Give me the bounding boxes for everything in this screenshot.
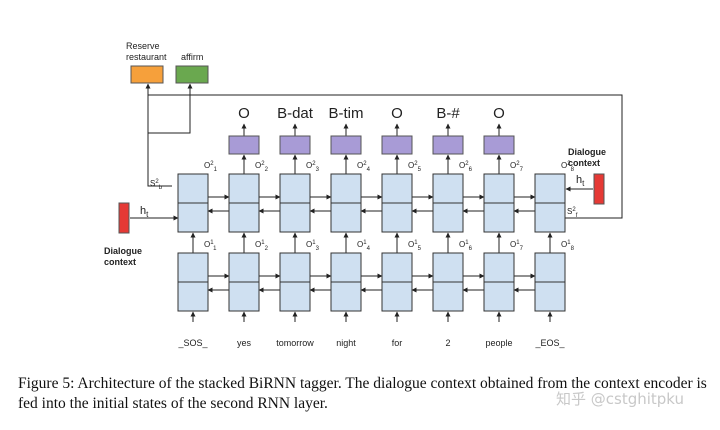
forward-state-loop	[148, 94, 623, 219]
figure-caption: Figure 5: Architecture of the stacked Bi…	[18, 375, 707, 412]
o1-label: O13	[306, 240, 320, 252]
act-output-box	[175, 65, 209, 84]
input-word: 2	[445, 338, 450, 348]
tag-output-box	[330, 135, 362, 155]
o2-label: O25	[408, 161, 422, 173]
input-word: yes	[237, 338, 252, 348]
input-word: for	[392, 338, 403, 348]
diagram-labels: O B-dat B-tim O B-# O _SOS_ yes tomorrow night for…	[104, 41, 606, 348]
state-label-forward: S2f	[567, 207, 578, 219]
input-word: _SOS_	[177, 338, 208, 348]
act-label: affirm	[181, 52, 203, 62]
tag-label: B-#	[436, 105, 460, 122]
intent-label: restaurant	[126, 52, 167, 62]
tag-label: B-tim	[329, 105, 364, 122]
o2-label: O21	[204, 161, 218, 173]
o2-label: O22	[255, 161, 269, 173]
birnn-tagger-diagram: O B-dat B-tim O B-# O _SOS_ yes tomorrow night for…	[104, 41, 623, 348]
dialogue-context-label: Dialogue	[568, 147, 606, 157]
ht-label-left: ht	[140, 205, 149, 219]
dialogue-context-box-left	[118, 202, 130, 234]
o1-label: O15	[408, 240, 422, 252]
o2-label: O27	[510, 161, 524, 173]
input-word: people	[485, 338, 512, 348]
o1-label: O11	[204, 240, 217, 252]
connection-lines	[130, 83, 623, 322]
tag-label: B-dat	[277, 105, 314, 122]
tag-output-box	[228, 135, 260, 155]
dialogue-context-label: context	[104, 257, 136, 267]
intent-label: Reserve	[126, 41, 160, 51]
o1-label: O18	[561, 240, 575, 252]
input-word: tomorrow	[276, 338, 314, 348]
rnn-cells	[118, 65, 605, 312]
o2-label: O24	[357, 161, 371, 173]
o1-label: O12	[255, 240, 269, 252]
o2-label: O26	[459, 161, 473, 173]
state-to-act-line	[147, 83, 193, 187]
watermark-text: 知乎 @cstghitpku	[556, 390, 685, 408]
dialogue-context-label: Dialogue	[104, 246, 142, 256]
input-word: night	[336, 338, 356, 348]
tag-output-box	[432, 135, 464, 155]
o1-label: O16	[459, 240, 473, 252]
dialogue-context-label: context	[568, 158, 600, 168]
state-label-backward: S2b	[150, 179, 163, 191]
tag-label: O	[391, 105, 403, 122]
input-word: _EOS_	[534, 338, 565, 348]
o2-label: O23	[306, 161, 320, 173]
tag-output-box	[279, 135, 311, 155]
intent-output-box	[130, 65, 164, 84]
o1-label: O17	[510, 240, 524, 252]
tag-output-box	[483, 135, 515, 155]
ht-label-right: ht	[576, 174, 585, 188]
tag-output-box	[381, 135, 413, 155]
dialogue-context-box-right	[593, 173, 605, 205]
o2-label: O28	[561, 161, 575, 173]
o1-label: O14	[357, 240, 371, 252]
tag-label: O	[238, 105, 250, 122]
tag-label: O	[493, 105, 505, 122]
